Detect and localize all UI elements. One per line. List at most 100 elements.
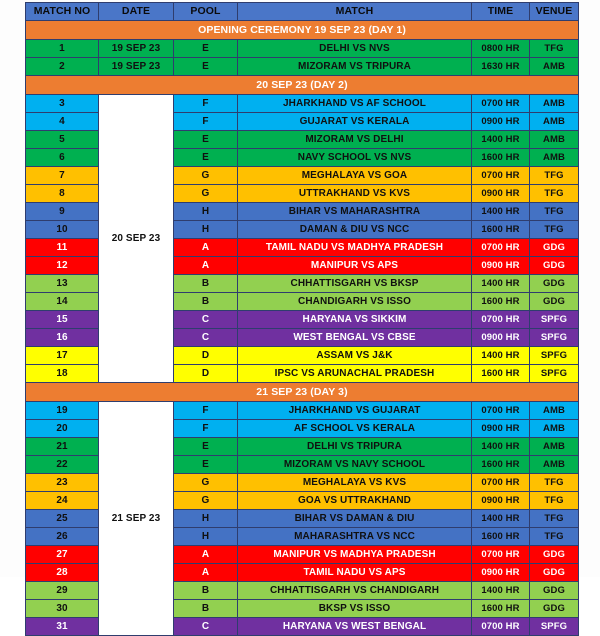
table-row: 3 20 SEP 23 F JHARKHAND VS AF SCHOOL 0700 HR… [25, 94, 579, 383]
cell-venue: SPFG [529, 346, 579, 365]
cell-time: 1400 HR [471, 509, 530, 528]
cell-pool: D [173, 364, 238, 383]
cell-match-no: 8 [25, 184, 99, 203]
cell-match-no: 21 [25, 437, 99, 456]
cell-match-no: 29 [25, 581, 99, 600]
cell-time: 1600 HR [471, 220, 530, 239]
cell-time: 0700 HR [471, 166, 530, 185]
cell-venue: AMB [529, 57, 579, 76]
cell-match-no: 4 [25, 112, 99, 131]
cell-pool: B [173, 599, 238, 618]
cell-match-no: 17 [25, 346, 99, 365]
cell-time: 0700 HR [471, 310, 530, 329]
cell-match: TAMIL NADU VS APS [237, 563, 472, 582]
cell-time: 0900 HR [471, 419, 530, 438]
cell-venue: AMB [529, 112, 579, 131]
cell-venue: AMB [529, 401, 579, 420]
cell-match-no: 13 [25, 274, 99, 293]
cell-pool: E [173, 455, 238, 474]
cell-pool: A [173, 256, 238, 275]
cell-pool: G [173, 473, 238, 492]
table-row: 25 H BIHAR VS DAMAN & DIU 1400 HR TFG [25, 509, 579, 528]
cell-time: 0700 HR [471, 238, 530, 257]
cell-pool: B [173, 581, 238, 600]
cell-match-no: 1 [25, 39, 99, 58]
cell-match-no: 7 [25, 166, 99, 185]
table-row: 13 B CHHATTISGARH VS BKSP 1400 HR GDG [25, 274, 579, 293]
cell-match-no: 12 [25, 256, 99, 275]
cell-match-no: 11 [25, 238, 99, 257]
table-row: 26 H MAHARASHTRA VS NCC 1600 HR TFG [25, 527, 579, 546]
cell-time: 1400 HR [471, 581, 530, 600]
column-header-venue: VENUE [529, 2, 579, 21]
cell-pool: E [173, 437, 238, 456]
cell-venue: AMB [529, 94, 579, 113]
table-row: 23 G MEGHALAYA VS KVS 0700 HR TFG [25, 473, 579, 492]
cell-match-no: 31 [25, 617, 99, 636]
cell-match: CHANDIGARH VS ISSO [237, 292, 472, 311]
banner-day-2-label: 20 SEP 23 (DAY 2) [25, 75, 579, 95]
table-row: 8 G UTTRAKHAND VS KVS 0900 HR TFG [25, 184, 579, 203]
cell-date-merged: 20 SEP 23 [98, 94, 174, 383]
header-row: MATCH NO DATE POOL MATCH TIME VENUE [25, 2, 579, 21]
cell-match: UTTRAKHAND VS KVS [237, 184, 472, 203]
cell-venue: GDG [529, 599, 579, 618]
cell-match: MEGHALAYA VS KVS [237, 473, 472, 492]
cell-match: MIZORAM VS DELHI [237, 130, 472, 149]
cell-venue: AMB [529, 419, 579, 438]
cell-match-no: 10 [25, 220, 99, 239]
cell-match: MAHARASHTRA VS NCC [237, 527, 472, 546]
cell-pool: E [173, 148, 238, 167]
banner-day-3-label: 21 SEP 23 (DAY 3) [25, 382, 579, 402]
table-row: 1 19 SEP 23 E DELHI VS NVS 0800 HR TFG [25, 39, 579, 58]
cell-match-no: 2 [25, 57, 99, 76]
cell-time: 0900 HR [471, 184, 530, 203]
cell-venue: TFG [529, 527, 579, 546]
table-row: 27 A MANIPUR VS MADHYA PRADESH 0700 HR GDG [25, 545, 579, 564]
banner-day-3: 21 SEP 23 (DAY 3) [25, 382, 579, 402]
cell-match-no: 22 [25, 455, 99, 474]
cell-match-no: 27 [25, 545, 99, 564]
table-row: 2 19 SEP 23 E MIZORAM VS TRIPURA 1630 HR AMB [25, 57, 579, 76]
cell-time: 0700 HR [471, 94, 530, 113]
cell-time: 1400 HR [471, 437, 530, 456]
cell-time: 1400 HR [471, 130, 530, 149]
cell-time: 1400 HR [471, 274, 530, 293]
cell-match: MANIPUR VS APS [237, 256, 472, 275]
cell-pool: G [173, 166, 238, 185]
cell-time: 0700 HR [471, 473, 530, 492]
cell-venue: SPFG [529, 364, 579, 383]
cell-venue: TFG [529, 39, 579, 58]
cell-venue: GDG [529, 256, 579, 275]
column-header-pool: POOL [173, 2, 238, 21]
cell-match-no: 20 [25, 419, 99, 438]
cell-venue: TFG [529, 509, 579, 528]
cell-match-no: 25 [25, 509, 99, 528]
cell-pool: A [173, 563, 238, 582]
cell-time: 1600 HR [471, 527, 530, 546]
cell-pool: F [173, 419, 238, 438]
cell-match: AF SCHOOL VS KERALA [237, 419, 472, 438]
table-row: 5 E MIZORAM VS DELHI 1400 HR AMB [25, 130, 579, 149]
cell-match: BKSP VS ISSO [237, 599, 472, 618]
cell-time: 0900 HR [471, 256, 530, 275]
cell-match-no: 14 [25, 292, 99, 311]
column-header-match: MATCH [237, 2, 472, 21]
cell-match: HARYANA VS WEST BENGAL [237, 617, 472, 636]
table-row: 6 E NAVY SCHOOL VS NVS 1600 HR AMB [25, 148, 579, 167]
cell-match-no: 26 [25, 527, 99, 546]
cell-pool: F [173, 94, 238, 113]
cell-venue: TFG [529, 220, 579, 239]
cell-match: NAVY SCHOOL VS NVS [237, 148, 472, 167]
cell-match: JHARKHAND VS AF SCHOOL [237, 94, 472, 113]
cell-time: 1630 HR [471, 57, 530, 76]
cell-match: TAMIL NADU VS MADHYA PRADESH [237, 238, 472, 257]
cell-match: ASSAM VS J&K [237, 346, 472, 365]
cell-time: 1600 HR [471, 292, 530, 311]
table-row: 16 C WEST BENGAL VS CBSE 0900 HR SPFG [25, 328, 579, 347]
cell-pool: B [173, 292, 238, 311]
cell-match: MIZORAM VS TRIPURA [237, 57, 472, 76]
cell-date: 19 SEP 23 [98, 57, 174, 76]
cell-match: GOA VS UTTRAKHAND [237, 491, 472, 510]
cell-venue: GDG [529, 581, 579, 600]
